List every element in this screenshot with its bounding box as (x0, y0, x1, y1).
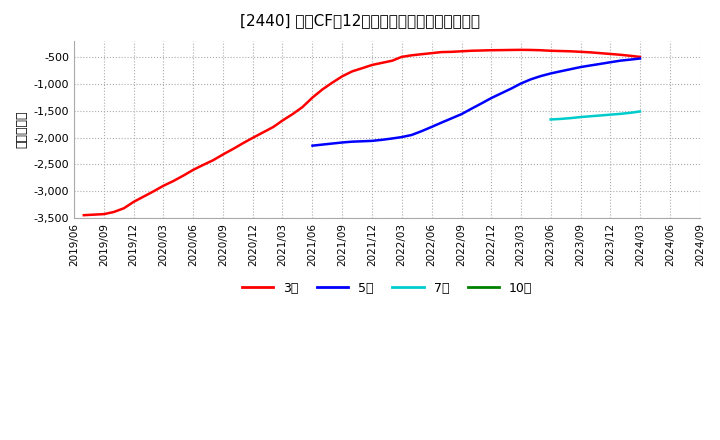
Y-axis label: （百万円）: （百万円） (15, 111, 28, 148)
Legend: 3年, 5年, 7年, 10年: 3年, 5年, 7年, 10年 (237, 277, 538, 300)
Text: [2440] 投資CFの12か月移動合計の平均値の推移: [2440] 投資CFの12か月移動合計の平均値の推移 (240, 13, 480, 28)
